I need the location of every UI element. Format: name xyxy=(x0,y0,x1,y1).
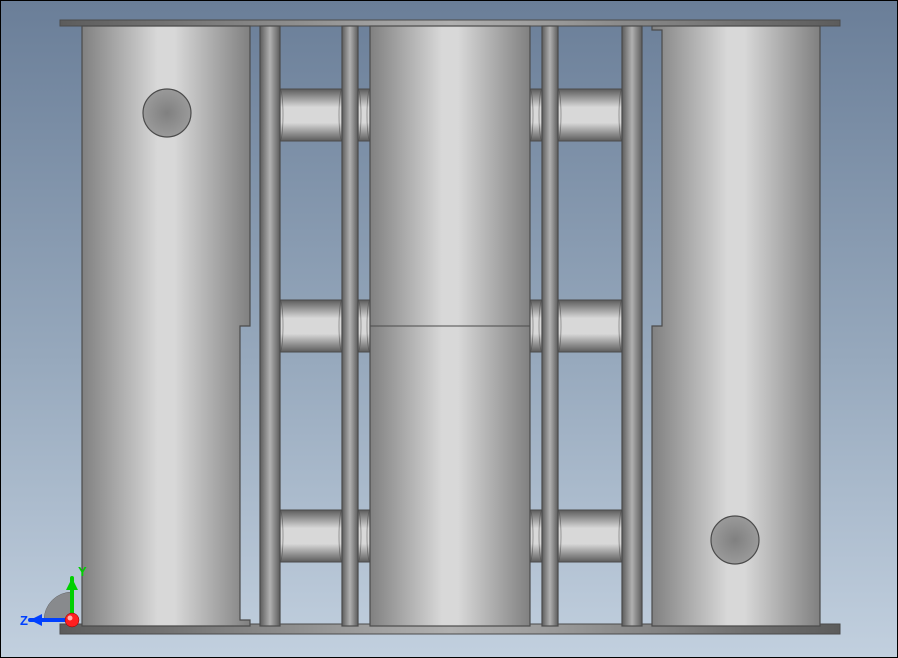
model-render xyxy=(0,0,898,658)
cad-viewport[interactable]: ZY xyxy=(0,0,898,658)
orientation-triad[interactable]: ZY xyxy=(10,558,100,648)
svg-text:Y: Y xyxy=(78,564,87,579)
svg-text:Z: Z xyxy=(20,613,28,628)
